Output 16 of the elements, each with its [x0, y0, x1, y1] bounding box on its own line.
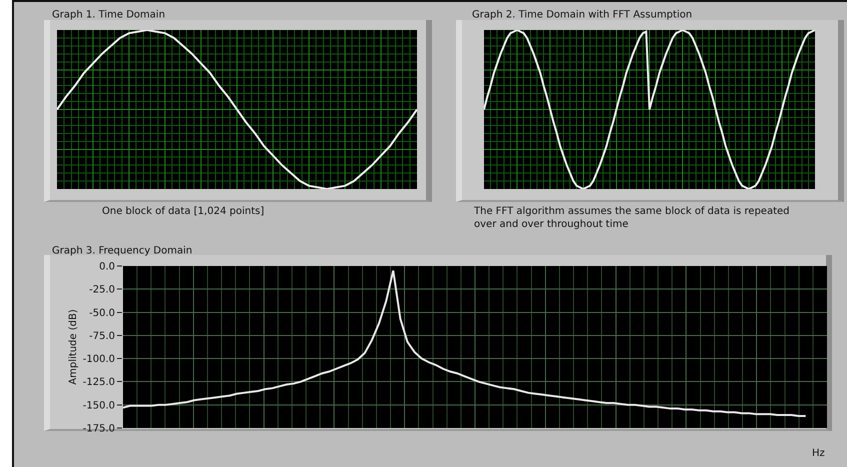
text: The FFT algorithm assumes the same block of data is repeated over and over throughout time — [473, 206, 790, 230]
y-tick-label: -25.0 — [89, 284, 115, 296]
y-tick-label: -50.0 — [89, 308, 115, 319]
x-axis-title: Hz — [812, 448, 825, 459]
y-tick-label: -100.0 — [82, 354, 115, 366]
y-tick-label: -150.0 — [82, 400, 115, 412]
chart-title: Graph 1. Time Domain — [52, 10, 166, 20]
y-tick-label: -175.0 — [82, 424, 115, 434]
y-tick-label: -75.0 — [89, 330, 115, 342]
y-axis-title: Amplitude (dB) — [68, 309, 79, 385]
y-tick-label: -125.0 — [82, 377, 115, 388]
text: One block of data [1,024 points] — [102, 206, 264, 217]
y-tick-label: 0.0 — [99, 262, 115, 272]
chart-title: Graph 2. Time Domain with FFT Assumption — [472, 10, 692, 20]
line-series — [123, 270, 807, 417]
chart-title: Graph 3. Frequency Domain — [52, 246, 192, 256]
